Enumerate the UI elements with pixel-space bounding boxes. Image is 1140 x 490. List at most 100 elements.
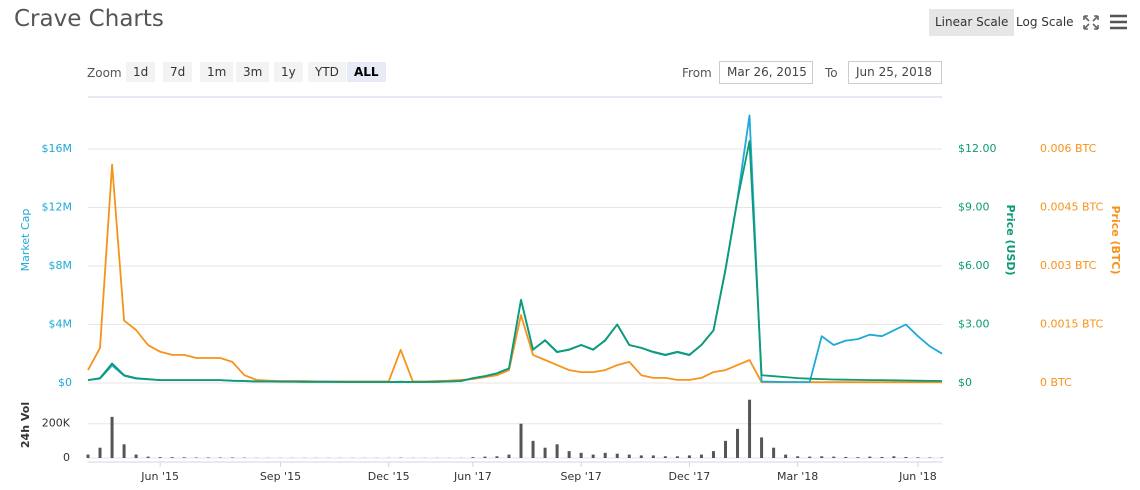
volume-bar [904,456,908,458]
volume-bar [639,455,643,458]
y3-tick-label: 0.0045 BTC [1040,200,1104,213]
volume-bar [603,452,607,458]
x-tick-label: Sep '17 [561,470,602,483]
y3-tick-label: 0.003 BTC [1040,259,1097,272]
volume-bar [483,456,487,458]
volume-bar [711,451,715,458]
x-tick-label: Dec '17 [669,470,711,483]
volume-bar [651,455,655,458]
volume-tick-label: 0 [63,451,70,464]
volume-bar [687,455,691,458]
y-tick-label: $8M [49,259,73,272]
y-axis-title: Market Cap [19,209,32,272]
zoom-label: Zoom [87,66,122,80]
to-input[interactable]: Jun 25, 2018 [848,61,942,84]
volume-bar [663,456,667,458]
volume-bar [675,456,679,458]
volume-bar [796,456,800,458]
x-tick-label: Sep '15 [260,470,301,483]
volume-axis-title: 24h Vol [19,402,32,448]
volume-bar [723,440,727,458]
y3-tick-label: 0 BTC [1040,376,1072,389]
to-label: To [825,66,838,80]
volume-bar [86,454,90,458]
volume-bar [206,457,210,458]
menu-icon[interactable] [1110,14,1127,30]
volume-bar [170,457,174,458]
volume-bar [134,454,138,458]
series-line [87,140,943,383]
volume-bar [928,457,932,458]
y2-axis-title: Price (USD) [1004,204,1017,275]
y3-tick-label: 0.006 BTC [1040,142,1097,155]
y-tick-label: $4M [49,317,73,330]
zoom-button[interactable]: ALL [347,62,386,82]
y-tick-label: $12M [42,200,73,213]
zoom-button[interactable]: 1m [200,62,234,82]
volume-bar [579,452,583,458]
zoom-button[interactable]: YTD [308,62,346,82]
volume-bar [699,454,703,458]
volume-bar [856,457,860,458]
y2-tick-label: $6.00 [958,259,990,272]
zoom-button[interactable]: 1y [274,62,303,82]
volume-bar [507,454,511,458]
volume-bar [182,457,186,458]
zoom-button[interactable]: 3m [236,62,270,82]
volume-bar [122,444,126,458]
volume-bar [892,456,896,458]
y3-axis-title: Price (BTC) [1109,205,1122,274]
x-tick-label: Dec '15 [368,470,410,483]
y2-tick-label: $9.00 [958,200,990,213]
x-tick-label: Jun '15 [140,470,179,483]
volume-bar [555,444,559,458]
volume-bar [760,437,764,458]
y-tick-label: $0 [58,376,72,389]
series-line [87,163,942,384]
y-tick-label: $16M [42,142,73,155]
volume-bar [146,456,150,458]
volume-bar [471,457,475,458]
volume-bar [615,453,619,458]
volume-bar [868,456,872,458]
volume-bar [832,456,836,458]
volume-bar [736,428,740,458]
zoom-button[interactable]: 7d [163,62,193,82]
volume-bar [230,457,234,458]
volume-bar [158,457,162,458]
from-label: From [682,66,712,80]
expand-icon[interactable] [1083,15,1099,30]
volume-bar [808,456,812,458]
zoom-button[interactable]: 1d [126,62,156,82]
volume-bar [916,457,920,458]
volume-bar [98,447,102,458]
volume-bar [110,416,114,458]
volume-bar [519,423,523,458]
volume-bar [627,454,631,458]
volume-bar [772,447,776,458]
x-tick-label: Jun '18 [898,470,937,483]
y2-tick-label: $12.00 [958,142,997,155]
x-tick-label: Jun '17 [453,470,492,483]
from-input[interactable]: Mar 26, 2015 [719,61,813,84]
scale-button[interactable]: Linear Scale [929,9,1015,36]
y2-tick-label: $0 [958,376,972,389]
volume-bar [591,454,595,458]
volume-bar [784,454,788,458]
volume-bar [567,451,571,458]
volume-bar [218,457,222,458]
volume-bar [194,457,198,458]
volume-bar [531,440,535,458]
volume-bar [844,456,848,458]
volume-tick-label: 200K [42,417,71,430]
volume-bar [820,456,824,458]
volume-bar [748,399,752,458]
volume-bar [495,456,499,458]
page-title: Crave Charts [14,6,164,32]
y3-tick-label: 0.0015 BTC [1040,317,1104,330]
volume-bar [543,447,547,458]
volume-bar [880,456,884,458]
scale-button[interactable]: Log Scale [1016,15,1074,29]
